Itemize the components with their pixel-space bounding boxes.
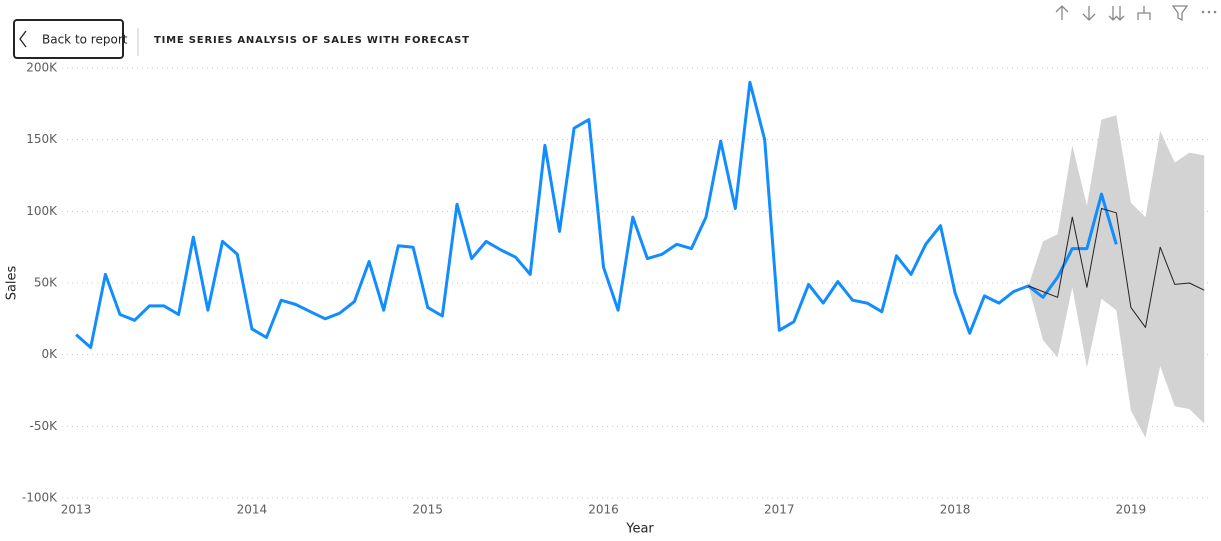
chart-title: TIME SERIES ANALYSIS OF SALES WITH FOREC… bbox=[154, 35, 470, 46]
back-button[interactable] bbox=[13, 19, 124, 59]
y-tick-label: 150K bbox=[26, 132, 58, 146]
y-tick-label: 50K bbox=[34, 276, 58, 290]
expand-icon[interactable] bbox=[1137, 6, 1151, 20]
filter-icon[interactable] bbox=[1171, 5, 1189, 22]
series-line bbox=[1028, 208, 1205, 328]
y-tick-label: 200K bbox=[26, 61, 58, 75]
x-tick-label: 2016 bbox=[588, 503, 619, 517]
x-tick-label: 2014 bbox=[237, 503, 268, 517]
next-level-icon[interactable] bbox=[1108, 6, 1125, 21]
y-tick-label: -100K bbox=[22, 491, 58, 505]
more-icon[interactable] bbox=[1201, 10, 1217, 14]
back-label[interactable]: Back to report bbox=[42, 33, 128, 47]
y-tick-label: -50K bbox=[30, 419, 59, 433]
x-tick-label: 2015 bbox=[412, 503, 443, 517]
drill-up-icon[interactable] bbox=[1055, 5, 1069, 20]
x-tick-label: 2019 bbox=[1116, 503, 1147, 517]
forecast-band bbox=[1028, 115, 1205, 438]
x-tick-label: 2018 bbox=[940, 503, 971, 517]
series-line bbox=[75, 80, 1118, 349]
back-chevron bbox=[19, 30, 27, 48]
y-axis-title: Sales bbox=[5, 265, 20, 300]
drill-down-icon[interactable] bbox=[1082, 6, 1096, 21]
x-tick-label: 2017 bbox=[764, 503, 795, 517]
toolbar bbox=[1055, 5, 1217, 22]
x-tick-label: 2013 bbox=[61, 503, 92, 517]
y-tick-label: 100K bbox=[26, 204, 58, 218]
x-axis-title: Year bbox=[625, 522, 654, 537]
y-tick-label: 0K bbox=[41, 347, 58, 361]
